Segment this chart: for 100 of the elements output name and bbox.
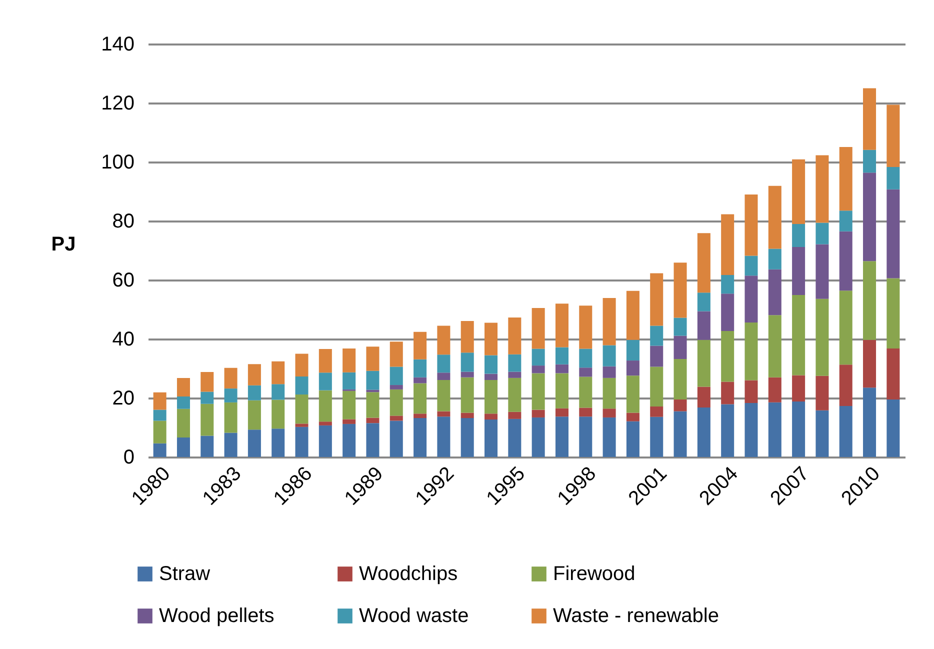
y-axis-title: PJ — [51, 234, 76, 256]
legend-label: Wood waste — [359, 605, 469, 627]
legend-label: Woodchips — [359, 563, 458, 585]
bar — [224, 402, 238, 433]
bar — [437, 411, 450, 417]
bar — [366, 418, 380, 424]
bar — [414, 383, 427, 414]
bar — [674, 399, 687, 412]
bar — [792, 295, 806, 376]
bar — [366, 423, 380, 457]
y-tick-label: 20 — [112, 388, 134, 410]
bar — [484, 322, 498, 356]
bar — [839, 146, 852, 211]
bar — [626, 340, 640, 361]
bar — [602, 417, 616, 457]
bar — [224, 388, 238, 402]
bar — [318, 390, 332, 422]
bar — [460, 352, 474, 372]
bar — [555, 364, 568, 374]
bar — [839, 210, 852, 232]
bar — [437, 416, 450, 457]
bar — [721, 331, 734, 382]
bar — [437, 326, 450, 355]
bar — [768, 402, 782, 457]
bar — [295, 354, 308, 376]
bar — [532, 348, 545, 366]
bar — [650, 326, 664, 346]
bar — [839, 231, 852, 291]
bar — [532, 373, 545, 410]
bar — [176, 438, 190, 457]
bar — [886, 399, 900, 457]
bar — [626, 290, 640, 340]
bar — [366, 392, 380, 418]
bar — [602, 378, 616, 409]
bar — [272, 400, 285, 429]
bar — [555, 373, 568, 408]
bar — [390, 416, 403, 421]
bar — [744, 380, 758, 404]
bar — [602, 366, 616, 378]
bar — [555, 408, 568, 417]
y-tick-label: 40 — [112, 328, 134, 350]
bar — [200, 404, 214, 436]
bar — [342, 424, 356, 457]
bar — [153, 392, 166, 410]
bar — [366, 346, 380, 371]
bar — [224, 432, 238, 457]
bar — [248, 385, 261, 400]
bar — [176, 378, 190, 397]
bar — [744, 322, 758, 380]
bar — [863, 340, 876, 388]
bar — [816, 376, 829, 410]
bar — [744, 276, 758, 322]
bar — [744, 403, 758, 457]
bar — [768, 248, 782, 270]
legend-label: Firewood — [553, 563, 636, 585]
bar — [484, 414, 498, 420]
bar — [697, 233, 710, 293]
bar — [295, 426, 308, 457]
y-tick-label: 60 — [112, 270, 134, 292]
bar — [414, 332, 427, 360]
y-tick-label: 140 — [101, 34, 134, 56]
bar — [200, 436, 214, 457]
bar — [460, 372, 474, 378]
bar — [697, 340, 710, 387]
y-tick-label: 100 — [101, 152, 134, 174]
bar — [390, 420, 403, 457]
bar — [532, 366, 545, 374]
bar — [390, 389, 403, 416]
bar — [697, 386, 710, 408]
bar — [508, 378, 522, 412]
y-tick-label: 0 — [123, 446, 134, 468]
bar — [792, 159, 806, 224]
bar — [697, 407, 710, 457]
bar — [674, 359, 687, 400]
bar — [484, 380, 498, 414]
bar — [460, 412, 474, 418]
bar — [792, 402, 806, 457]
bar — [579, 416, 592, 457]
bar — [342, 348, 356, 372]
bar — [200, 392, 214, 404]
bar — [532, 308, 545, 349]
bar — [437, 380, 450, 412]
bar — [508, 372, 522, 378]
bar — [248, 400, 261, 430]
bar — [721, 274, 734, 294]
bar — [508, 317, 522, 354]
bar — [579, 376, 592, 408]
legend-label: Waste - renewable — [553, 605, 719, 627]
bar — [272, 361, 285, 384]
bar — [792, 224, 806, 247]
bar — [721, 214, 734, 275]
bar — [484, 420, 498, 457]
bar — [792, 375, 806, 402]
bar — [414, 418, 427, 457]
bar — [176, 408, 190, 438]
bar — [697, 311, 710, 340]
bar — [768, 269, 782, 316]
bar — [460, 418, 474, 457]
bar — [816, 410, 829, 457]
bar — [886, 167, 900, 190]
